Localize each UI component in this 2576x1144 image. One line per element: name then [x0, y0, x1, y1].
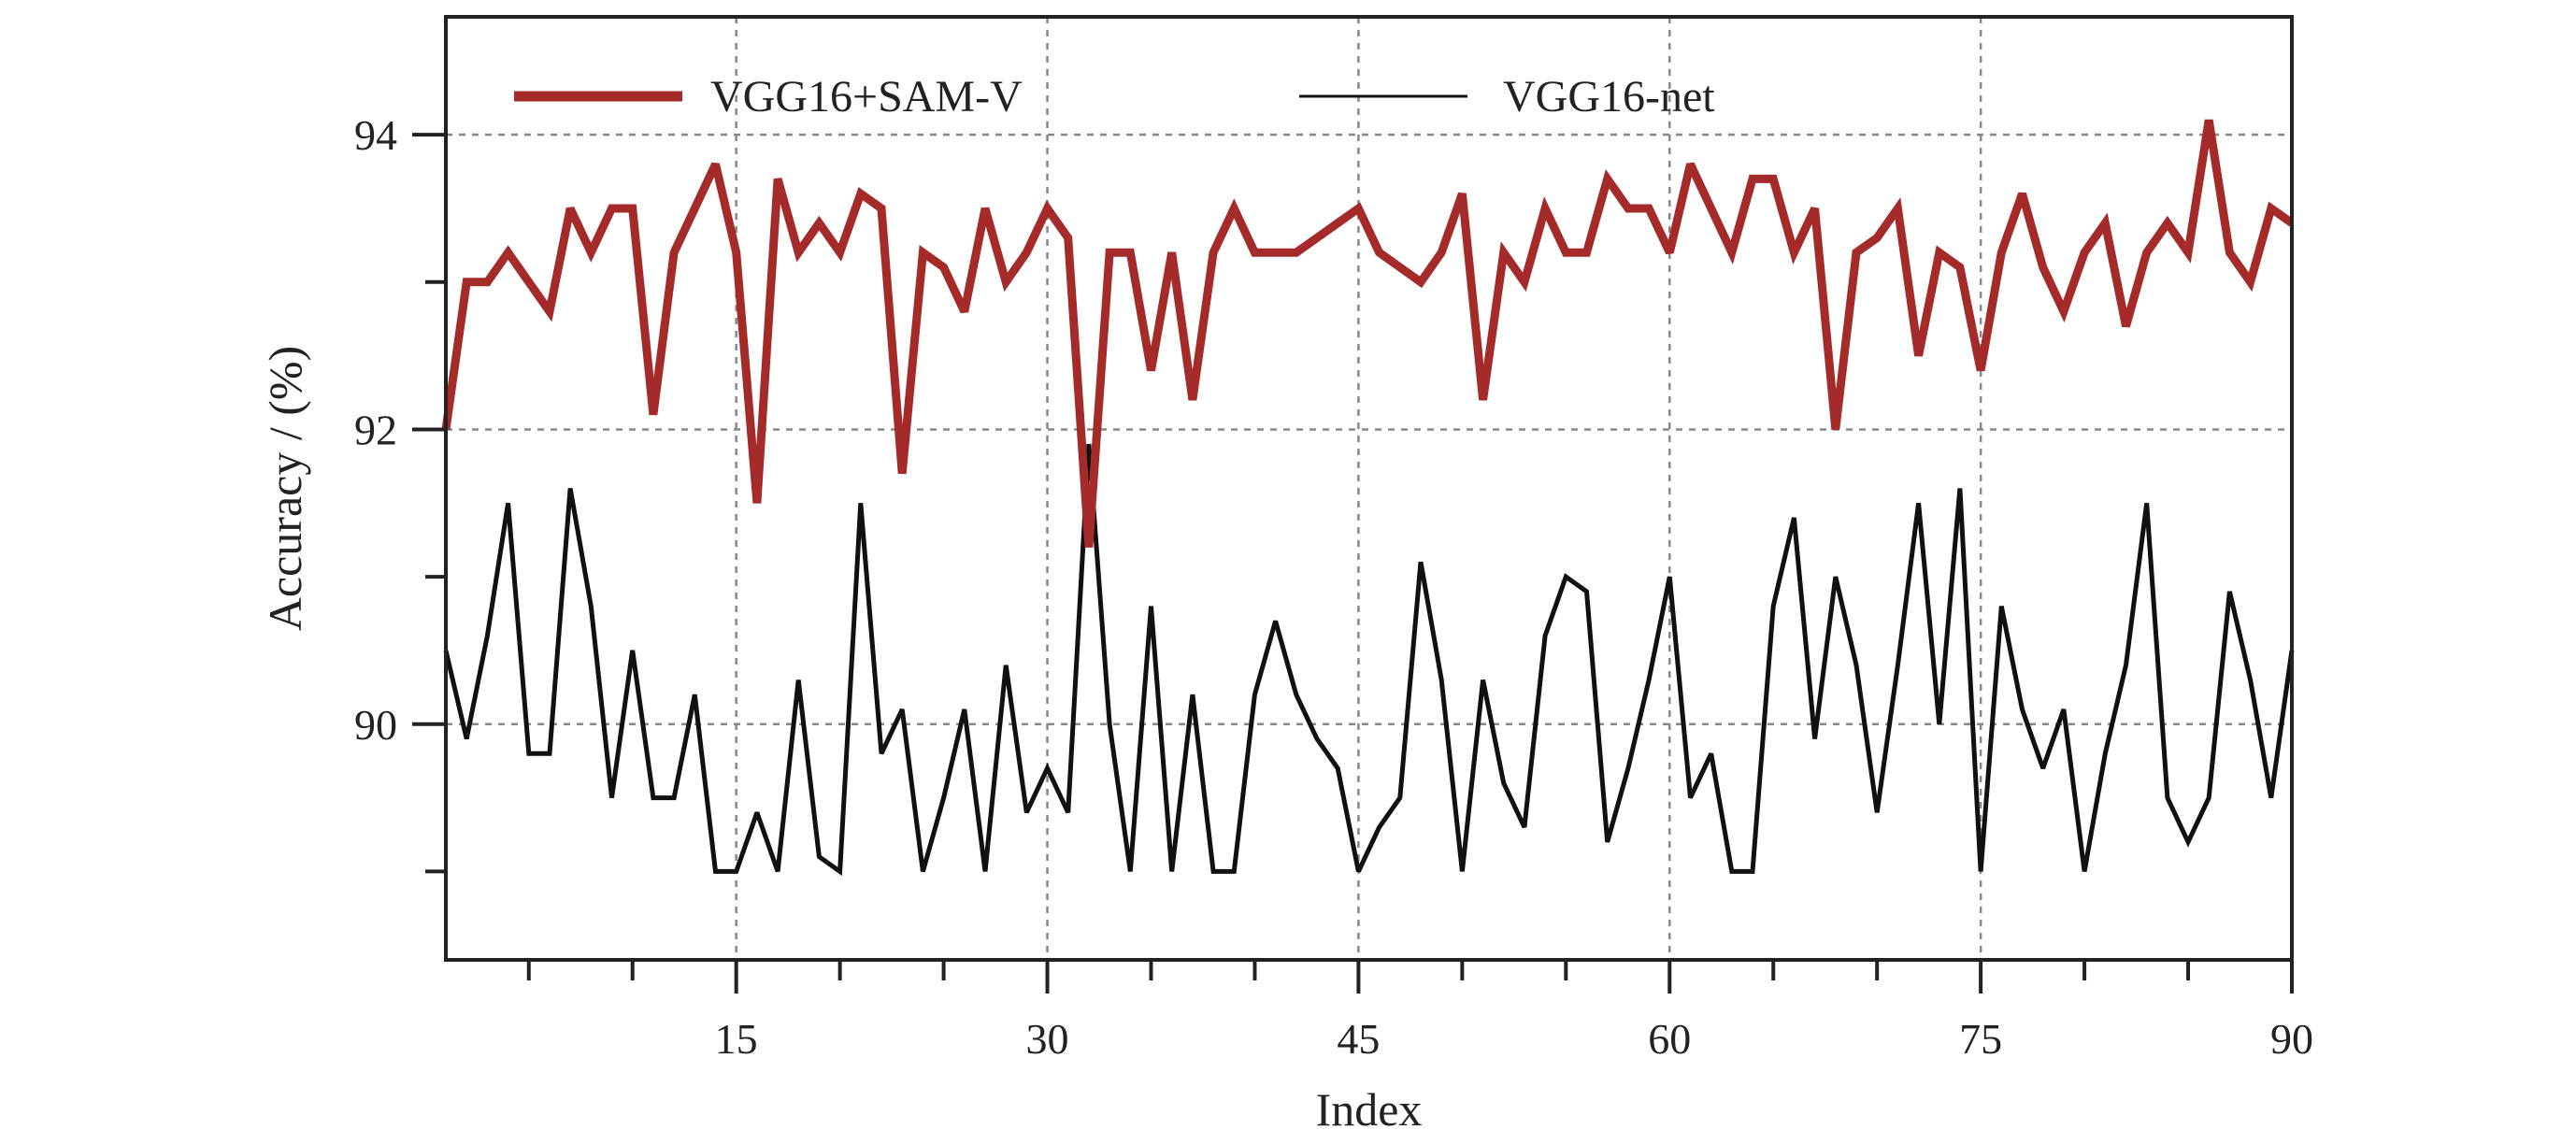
y-tick-label: 92 [354, 406, 397, 453]
y-tick-label: 90 [354, 701, 397, 749]
y-axis-title: Accuracy / (%) [259, 346, 311, 631]
x-axis-ticks: 15 30 45 60 75 90 [526, 960, 2313, 1063]
series-line-vgg16-net [443, 444, 2295, 877]
y-axis-ticks: 90 92 94 [354, 111, 446, 874]
x-axis-title: Index [1316, 1083, 1423, 1136]
x-tick-label: 60 [1648, 1015, 1691, 1063]
legend-label-vgg16-sam-v: VGG16+SAM-V [710, 72, 1023, 122]
x-tick-label: 30 [1026, 1015, 1069, 1063]
legend: VGG16+SAM-V VGG16-net [514, 72, 1715, 122]
legend-label-vgg16-net: VGG16-net [1503, 72, 1715, 122]
x-tick-label: 45 [1337, 1015, 1380, 1063]
series-layer [441, 119, 2295, 877]
y-tick-label: 94 [354, 111, 397, 159]
plot-frame [444, 15, 2294, 962]
x-tick-label: 75 [1959, 1015, 2002, 1063]
x-tick-label: 15 [715, 1015, 758, 1063]
grid [446, 17, 2292, 960]
series-line-vgg16-sam-v [441, 119, 2295, 548]
x-tick-label: 90 [2270, 1015, 2313, 1063]
